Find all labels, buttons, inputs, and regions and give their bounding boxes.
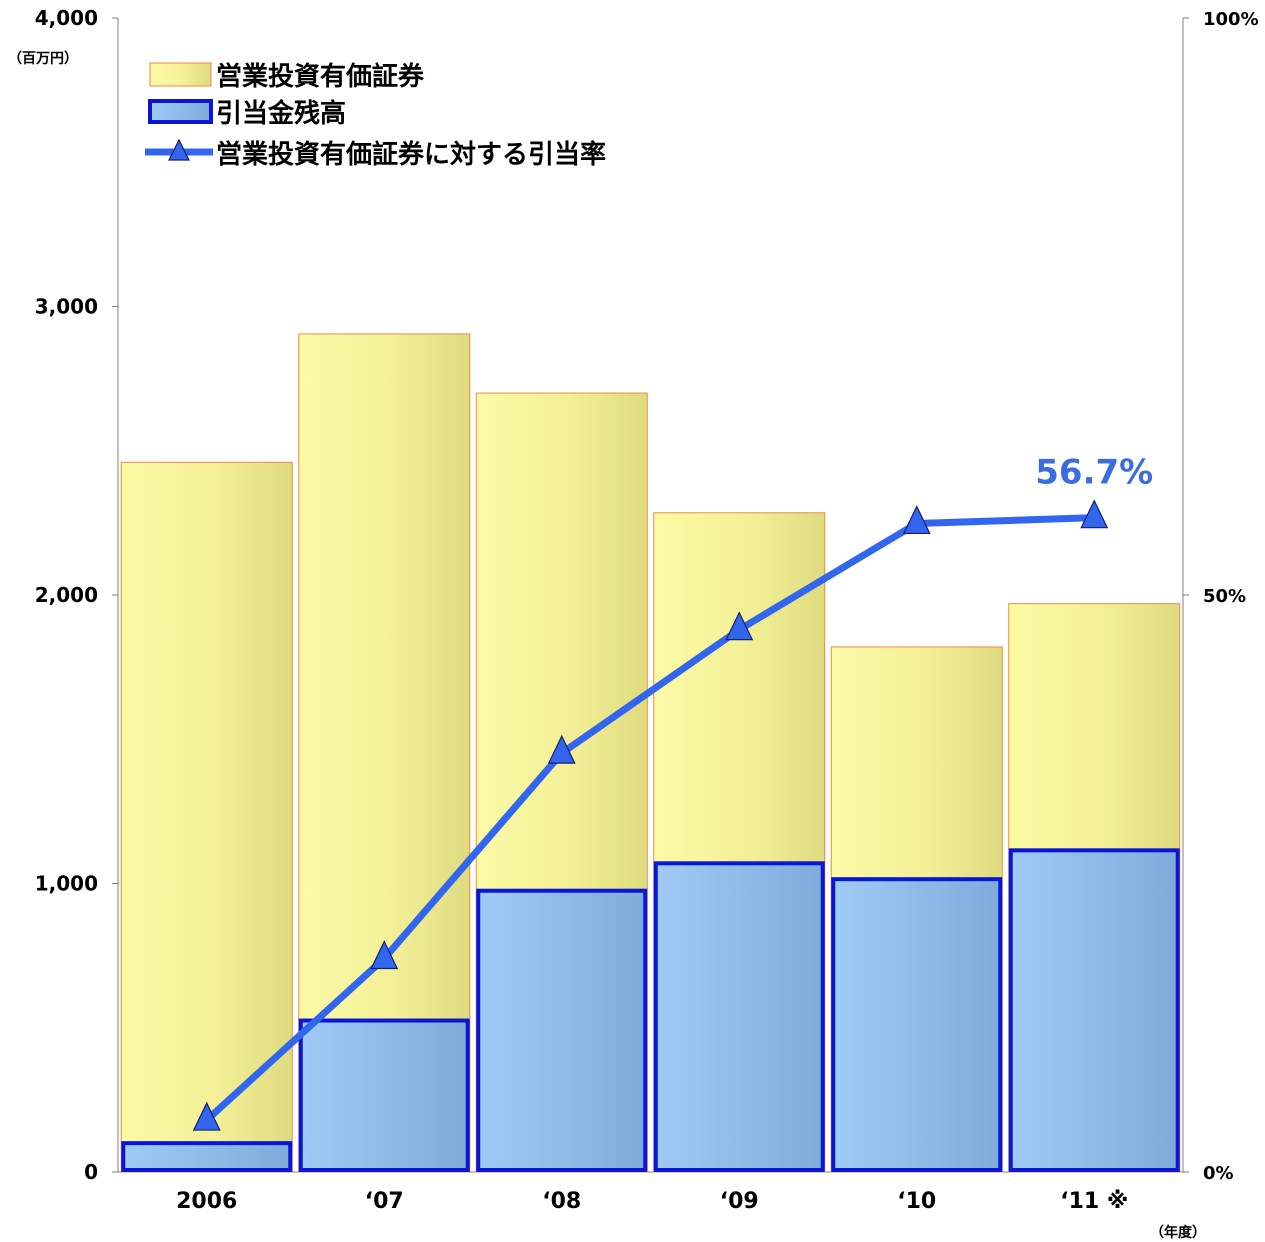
rate-line <box>204 514 1095 1123</box>
legend-label-investment: 営業投資有価証券 <box>216 61 425 92</box>
category-labels: 2006 ‘07 ‘08 ‘09 ‘10 ‘11 ※ <box>176 1189 1128 1214</box>
left-tick-label: 0 <box>84 1160 98 1184</box>
annotations: 56.7% <box>1035 453 1153 493</box>
rate-line-layer <box>192 499 1109 1131</box>
category-label: ‘07 <box>365 1189 404 1214</box>
category-label: ‘09 <box>720 1189 759 1214</box>
rate-marker <box>725 611 754 641</box>
rate-marker <box>370 940 399 970</box>
legend-swatch-allowance <box>148 99 213 124</box>
legend-marker-rate <box>168 138 190 161</box>
legend-item-allowance: 引当金残高 <box>148 98 346 129</box>
rate-marker <box>192 1101 221 1131</box>
rate-marker <box>902 505 931 535</box>
x-axis-unit-label: （年度） <box>1150 1224 1206 1241</box>
bar-allowance <box>831 877 1003 1172</box>
right-tick-label: 50% <box>1203 586 1246 607</box>
right-tick-label: 100% <box>1203 9 1259 30</box>
bar-allowance <box>653 861 825 1172</box>
bar-investment <box>120 461 293 1173</box>
category-label: ‘10 <box>897 1189 936 1214</box>
rate-marker <box>547 734 576 764</box>
axes-layer: （百万円） （年度） <box>8 18 1206 1241</box>
rate-marker <box>1080 499 1109 529</box>
left-tick-label: 2,000 <box>35 583 98 607</box>
allowance-bars <box>121 848 1180 1173</box>
bar-allowance <box>298 1018 470 1172</box>
legend-item-investment: 営業投資有価証券 <box>149 61 425 92</box>
left-tick-label: 4,000 <box>35 6 98 30</box>
legend-label-rate: 営業投資有価証券に対する引当率 <box>216 139 606 170</box>
legend-item-rate: 営業投資有価証券に対する引当率 <box>145 138 606 170</box>
legend: 営業投資有価証券 引当金残高 営業投資有価証券に対する引当率 <box>145 61 606 170</box>
left-axis-ticks: 0 1,000 2,000 3,000 4,000 <box>35 6 118 1184</box>
legend-label-allowance: 引当金残高 <box>216 98 346 129</box>
bar-allowance <box>1008 848 1180 1172</box>
left-tick-label: 3,000 <box>35 295 98 319</box>
bar-allowance <box>121 1141 293 1173</box>
legend-swatch-investment <box>149 62 212 87</box>
category-label: ‘08 <box>542 1189 581 1214</box>
right-tick-label: 0% <box>1203 1163 1234 1184</box>
category-label: 2006 <box>176 1189 237 1214</box>
left-tick-label: 1,000 <box>35 872 98 896</box>
left-axis-unit-label: （百万円） <box>8 51 78 67</box>
rate-annotation: 56.7% <box>1035 453 1153 493</box>
right-axis-ticks: 0% 50% 100% <box>1183 9 1259 1184</box>
category-label: ‘11 ※ <box>1060 1189 1128 1214</box>
bar-allowance <box>476 888 648 1173</box>
